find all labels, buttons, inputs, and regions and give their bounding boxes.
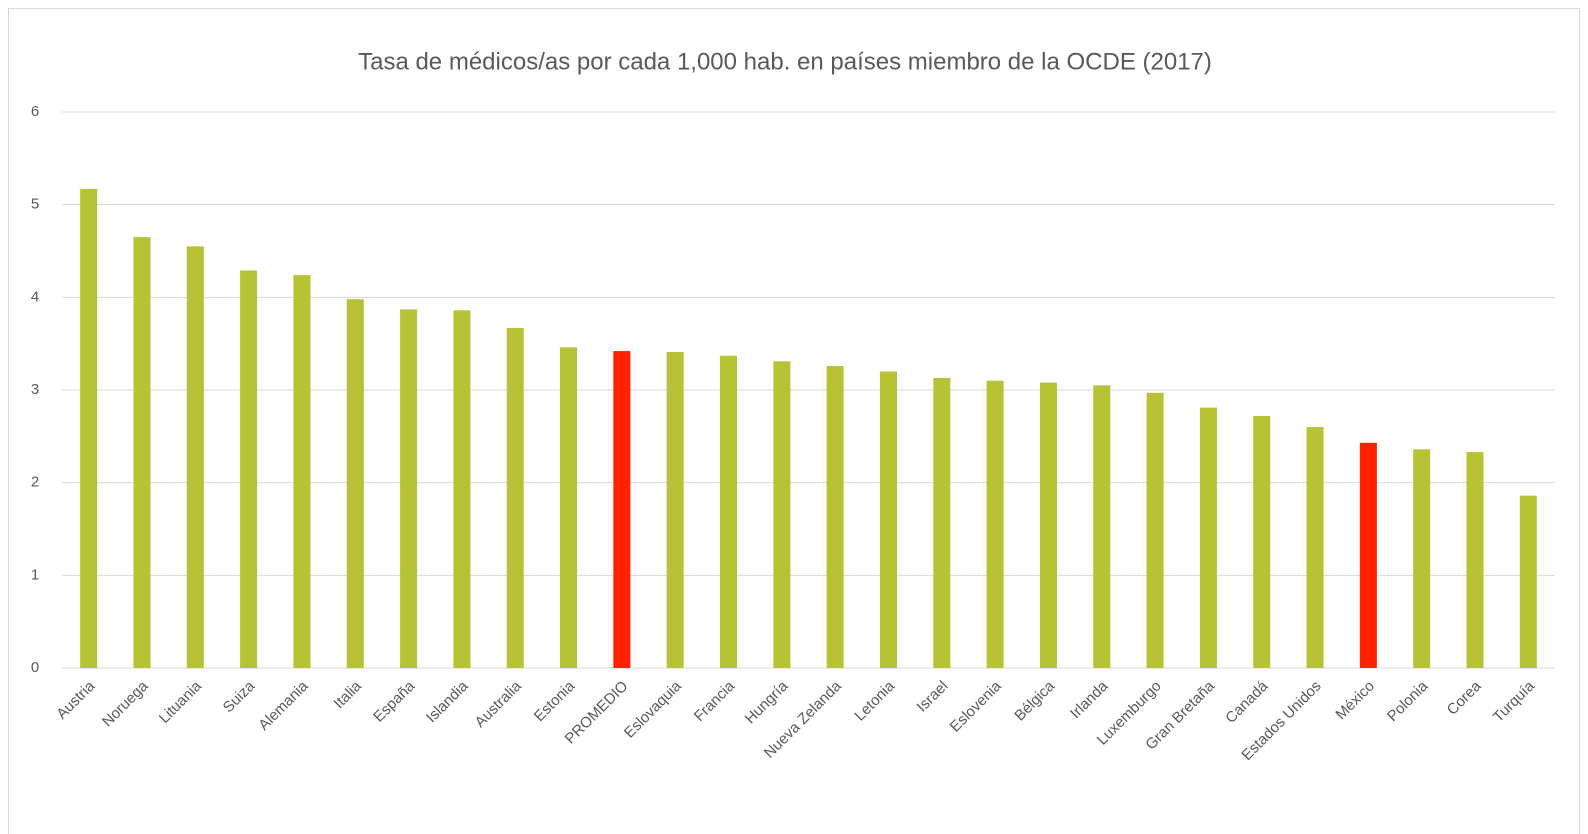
bar	[1466, 452, 1484, 668]
bar	[1519, 495, 1537, 668]
bar	[720, 355, 738, 668]
bar	[1146, 392, 1164, 668]
bar	[240, 270, 258, 668]
chart-title: Tasa de médicos/as por cada 1,000 hab. e…	[358, 48, 1212, 75]
bar	[1199, 407, 1217, 668]
bar	[933, 377, 951, 668]
bar	[346, 299, 364, 668]
y-tick-label: 3	[31, 381, 39, 398]
bar	[400, 309, 418, 668]
bar	[1039, 382, 1057, 668]
y-tick-label: 0	[31, 659, 39, 676]
bar	[1413, 449, 1431, 668]
bar	[186, 246, 204, 668]
bar	[293, 275, 311, 668]
y-tick-label: 4	[31, 288, 39, 305]
bar	[1306, 427, 1324, 668]
chart-frame	[8, 8, 1580, 834]
bar	[133, 237, 151, 668]
y-tick-label: 6	[31, 103, 39, 120]
bar	[560, 347, 578, 668]
bar	[613, 351, 631, 668]
bar	[1253, 415, 1271, 668]
bar	[1359, 442, 1377, 668]
y-tick-label: 2	[31, 474, 39, 491]
bar	[666, 352, 684, 668]
bar	[773, 361, 791, 668]
y-tick-label: 1	[31, 566, 39, 583]
bar	[826, 365, 844, 668]
bar	[506, 327, 524, 668]
bar	[80, 188, 98, 668]
y-tick-label: 5	[31, 196, 39, 213]
bar	[1093, 385, 1111, 668]
bar	[879, 371, 897, 668]
bar	[453, 310, 471, 668]
bar	[986, 380, 1004, 668]
